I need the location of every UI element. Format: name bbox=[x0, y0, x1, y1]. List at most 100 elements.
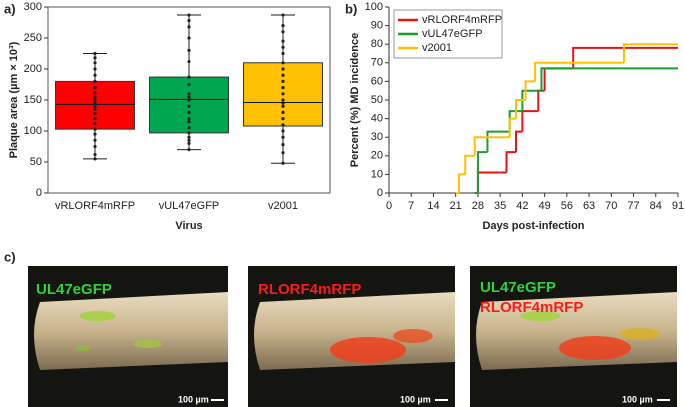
data-point bbox=[281, 30, 285, 34]
data-point bbox=[281, 101, 285, 105]
data-point bbox=[93, 61, 97, 65]
y-tick-label: 10 bbox=[371, 168, 383, 180]
data-point bbox=[93, 107, 97, 111]
y-tick-label: 0 bbox=[36, 187, 42, 199]
data-point bbox=[281, 161, 285, 165]
data-point bbox=[187, 104, 191, 108]
data-point bbox=[187, 92, 191, 96]
step-segment bbox=[534, 61, 625, 82]
y-tick-label: 40 bbox=[371, 113, 383, 125]
x-axis-label: Days post-infection bbox=[482, 220, 584, 232]
data-point bbox=[281, 151, 285, 155]
image-label: RLORF4mRFP bbox=[480, 299, 583, 316]
step-segment bbox=[508, 117, 517, 138]
data-point bbox=[281, 104, 285, 108]
data-point bbox=[187, 110, 191, 114]
y-axis-label: Percent (%) MD incidence bbox=[349, 33, 361, 167]
data-point bbox=[93, 138, 97, 142]
data-point bbox=[187, 141, 191, 145]
step-segment bbox=[515, 99, 526, 119]
data-point bbox=[281, 24, 285, 28]
panel-label: a) bbox=[4, 1, 16, 16]
data-point bbox=[93, 157, 97, 161]
step-segment bbox=[505, 151, 517, 173]
y-tick-label: 60 bbox=[371, 75, 383, 87]
data-point bbox=[93, 56, 97, 60]
data-point bbox=[93, 104, 97, 108]
data-point bbox=[281, 98, 285, 102]
x-tick-label: 84 bbox=[650, 200, 662, 212]
scale-label: 100 µm bbox=[622, 394, 653, 404]
data-point bbox=[93, 127, 97, 131]
step-segment bbox=[486, 130, 510, 153]
data-point bbox=[93, 86, 97, 90]
data-point bbox=[187, 95, 191, 99]
data-point bbox=[187, 25, 191, 29]
data-point bbox=[93, 101, 97, 105]
data-point bbox=[187, 120, 191, 124]
data-point bbox=[187, 138, 191, 142]
step-segment bbox=[623, 43, 678, 63]
panel-label: c) bbox=[4, 249, 16, 264]
y-tick-label: 20 bbox=[371, 150, 383, 162]
data-point bbox=[93, 112, 97, 116]
y-tick-label: 50 bbox=[371, 94, 383, 106]
step-segment bbox=[521, 89, 542, 112]
data-point bbox=[281, 117, 285, 121]
data-point bbox=[93, 121, 97, 126]
y-tick-label: 30 bbox=[371, 131, 383, 143]
x-tick-label: 56 bbox=[561, 200, 573, 212]
y-tick-label: 250 bbox=[24, 32, 42, 44]
y-axis-label: Plaque area (µm × 10³) bbox=[8, 41, 20, 158]
data-point bbox=[187, 98, 191, 102]
data-point bbox=[187, 36, 191, 40]
data-point bbox=[187, 59, 191, 64]
data-point bbox=[93, 90, 97, 95]
image-label: UL47eGFP bbox=[36, 281, 112, 298]
data-point bbox=[281, 67, 285, 71]
data-point bbox=[281, 73, 285, 77]
micrograph: UL47eGFP 100 µm bbox=[28, 266, 228, 407]
data-point bbox=[281, 61, 285, 65]
data-point bbox=[281, 110, 285, 114]
x-tick-label: 14 bbox=[427, 200, 439, 212]
data-point bbox=[187, 135, 191, 139]
data-point bbox=[93, 67, 97, 71]
micrograph: UL47eGFP RLORF4mRFP 100 µm bbox=[470, 266, 677, 407]
data-point bbox=[93, 152, 97, 157]
data-point bbox=[93, 79, 97, 83]
image-label: RLORF4mRFP bbox=[258, 281, 361, 298]
x-tick-label: 7 bbox=[408, 200, 414, 212]
y-tick-label: 80 bbox=[371, 38, 383, 50]
data-point bbox=[187, 131, 191, 135]
x-tick-label: v2001 bbox=[268, 200, 298, 212]
data-point bbox=[281, 143, 285, 147]
data-point bbox=[281, 135, 285, 139]
step-segment bbox=[572, 46, 678, 69]
legend-label: vUL47eGFP bbox=[422, 28, 483, 40]
step-segment bbox=[515, 130, 523, 153]
x-tick-label: 42 bbox=[516, 200, 528, 212]
x-axis-label: Virus bbox=[175, 220, 202, 232]
y-tick-label: 300 bbox=[24, 1, 42, 13]
step-segment bbox=[521, 110, 539, 132]
y-tick-label: 200 bbox=[24, 63, 42, 75]
step-segment bbox=[464, 154, 475, 175]
data-point bbox=[93, 132, 97, 136]
y-tick-label: 0 bbox=[377, 187, 383, 199]
data-point bbox=[281, 51, 285, 56]
data-point bbox=[93, 95, 97, 99]
y-tick-label: 50 bbox=[30, 156, 42, 168]
data-point bbox=[281, 123, 285, 127]
data-point bbox=[281, 45, 285, 49]
x-tick-label: 91 bbox=[672, 200, 684, 212]
data-point bbox=[187, 19, 191, 23]
data-point bbox=[281, 92, 285, 96]
x-tick-label: 28 bbox=[472, 200, 484, 212]
image-label: UL47eGFP bbox=[480, 279, 556, 296]
step-segment bbox=[457, 173, 466, 193]
y-tick-label: 100 bbox=[365, 1, 383, 13]
data-point bbox=[281, 79, 285, 83]
